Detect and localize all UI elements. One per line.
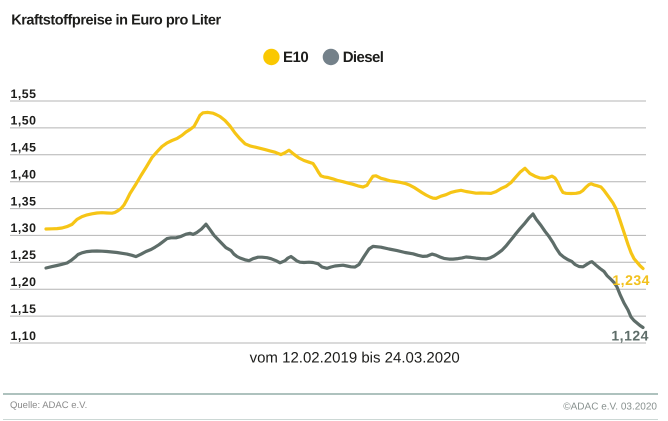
svg-text:Diesel: Diesel: [343, 49, 384, 66]
svg-text:vom 12.02.2019 bis 24.03.2020: vom 12.02.2019 bis 24.03.2020: [250, 350, 460, 367]
svg-text:1,10: 1,10: [11, 329, 37, 343]
svg-text:1,55: 1,55: [11, 87, 37, 101]
svg-text:1,30: 1,30: [11, 221, 37, 235]
svg-text:1,15: 1,15: [11, 302, 37, 316]
svg-text:1,124: 1,124: [611, 328, 649, 344]
svg-text:Kraftstoffpreise in Euro pro L: Kraftstoffpreise in Euro pro Liter: [11, 13, 221, 29]
svg-text:1,50: 1,50: [11, 114, 37, 128]
svg-text:1,234: 1,234: [612, 272, 650, 288]
svg-text:1,35: 1,35: [11, 194, 37, 208]
svg-text:©ADAC e.V. 03.2020: ©ADAC e.V. 03.2020: [563, 402, 657, 413]
svg-text:1,40: 1,40: [11, 168, 37, 182]
svg-text:1,20: 1,20: [11, 275, 37, 289]
svg-text:Quelle: ADAC e.V.: Quelle: ADAC e.V.: [10, 400, 87, 411]
svg-text:1,25: 1,25: [11, 248, 37, 262]
svg-text:E10: E10: [283, 49, 308, 66]
svg-text:1,45: 1,45: [11, 141, 37, 155]
